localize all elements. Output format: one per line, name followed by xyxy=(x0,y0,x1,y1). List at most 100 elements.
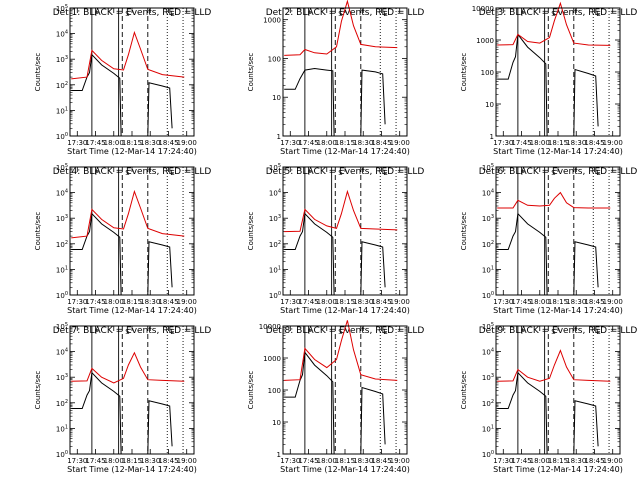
marker-f: F xyxy=(95,328,99,336)
x-tick-label: 18:00 xyxy=(317,139,337,147)
marker-e: E xyxy=(170,169,174,177)
x-tick-label: 18:45 xyxy=(584,457,604,465)
x-tick-label: 18:45 xyxy=(584,298,604,306)
x-tick-label: 17:45 xyxy=(511,139,531,147)
x-tick-label: 18:45 xyxy=(158,298,178,306)
y-tick-label: 105 xyxy=(269,163,281,172)
x-tick-label: 18:45 xyxy=(371,139,391,147)
x-tick-label: 18:30 xyxy=(140,139,160,147)
detector-panel-1: Det 1: BLACK = Events, RED = LLDCounts/s… xyxy=(34,4,211,156)
x-tick-label: 19:00 xyxy=(603,457,623,465)
y-tick-label: 104 xyxy=(482,189,494,198)
x-tick-label: 17:45 xyxy=(511,457,531,465)
x-tick-label: 18:30 xyxy=(566,298,586,306)
y-tick-label: 104 xyxy=(56,189,68,198)
x-axis-label: Start Time (12-Mar-14 17:24:40) xyxy=(67,147,197,156)
y-tick-label: 10000 xyxy=(259,323,281,331)
x-tick-label: 17:30 xyxy=(280,298,300,306)
y-tick-label: 100 xyxy=(56,450,68,459)
x-tick-label: 18:45 xyxy=(584,139,604,147)
x-axis-label: Start Time (12-Mar-14 17:24:40) xyxy=(67,465,197,474)
x-tick-label: 19:00 xyxy=(177,139,197,147)
series-events xyxy=(497,212,599,296)
x-tick-label: 18:15 xyxy=(122,457,142,465)
x-tick-label: 17:45 xyxy=(85,139,105,147)
x-tick-label: 18:45 xyxy=(371,457,391,465)
x-tick-label: 18:45 xyxy=(158,457,178,465)
x-axis-label: Start Time (12-Mar-14 17:24:40) xyxy=(493,147,623,156)
y-tick-label: 105 xyxy=(482,163,494,172)
marker-e: E xyxy=(596,328,600,336)
x-tick-label: 19:00 xyxy=(177,298,197,306)
y-tick-label: 1000 xyxy=(476,37,494,45)
y-tick-label: 100 xyxy=(268,55,281,63)
plot-frame xyxy=(69,7,195,137)
plot-frame xyxy=(69,166,195,296)
y-tick-label: 1 xyxy=(277,451,281,459)
marker-e: E xyxy=(596,10,600,18)
x-axis-label: Start Time (12-Mar-14 17:24:40) xyxy=(280,306,410,315)
marker-f: F xyxy=(308,10,312,18)
y-tick-label: 102 xyxy=(269,240,281,249)
y-tick-label: 103 xyxy=(56,214,68,223)
x-axis-label: Start Time (12-Mar-14 17:24:40) xyxy=(67,306,197,315)
detector-panel-4: Det 4: BLACK = Events, RED = LLDCounts/s… xyxy=(34,163,211,315)
marker-f: F xyxy=(95,10,99,18)
y-tick-label: 102 xyxy=(56,81,68,90)
y-tick-label: 101 xyxy=(56,265,68,274)
x-tick-label: 18:00 xyxy=(104,298,124,306)
series-events xyxy=(284,67,386,137)
y-tick-label: 100 xyxy=(482,291,494,300)
x-tick-label: 19:00 xyxy=(603,139,623,147)
x-tick-label: 18:00 xyxy=(530,298,550,306)
x-tick-label: 17:30 xyxy=(280,139,300,147)
series-lld xyxy=(71,351,185,384)
y-tick-label: 103 xyxy=(482,373,494,382)
y-tick-label: 101 xyxy=(56,106,68,115)
y-tick-label: 104 xyxy=(482,348,494,357)
detector-panel-5: Det 5: BLACK = Events, RED = LLDCounts/s… xyxy=(247,163,424,315)
marker-s: S xyxy=(551,10,556,18)
y-tick-label: 104 xyxy=(56,30,68,39)
y-tick-label: 100 xyxy=(269,291,281,300)
y-tick-label: 102 xyxy=(482,240,494,249)
series-events xyxy=(497,33,599,137)
marker-e: E xyxy=(383,169,387,177)
y-axis-label: Counts/sec xyxy=(460,371,468,410)
x-axis-label: Start Time (12-Mar-14 17:24:40) xyxy=(493,306,623,315)
y-axis-label: Counts/sec xyxy=(247,212,255,251)
y-tick-label: 10000 xyxy=(472,5,494,13)
x-tick-label: 18:30 xyxy=(353,139,373,147)
marker-s: S xyxy=(551,169,556,177)
marker-e: E xyxy=(383,10,387,18)
plot-frame xyxy=(69,325,195,455)
y-axis-label: Counts/sec xyxy=(247,53,255,92)
y-tick-label: 10 xyxy=(272,419,281,427)
y-tick-label: 104 xyxy=(269,189,281,198)
x-tick-label: 19:00 xyxy=(177,457,197,465)
x-tick-label: 19:00 xyxy=(603,298,623,306)
y-tick-label: 100 xyxy=(56,291,68,300)
marker-f: F xyxy=(521,328,525,336)
x-tick-label: 17:30 xyxy=(67,457,87,465)
y-tick-label: 105 xyxy=(56,163,68,172)
marker-e: E xyxy=(383,328,387,336)
marker-f: F xyxy=(521,10,525,18)
marker-s: S xyxy=(338,10,343,18)
x-tick-label: 17:30 xyxy=(493,139,513,147)
x-tick-label: 18:30 xyxy=(353,457,373,465)
plot-frame xyxy=(495,166,621,296)
plot-frame xyxy=(282,166,408,296)
series-lld xyxy=(284,189,398,233)
marker-s: S xyxy=(125,10,130,18)
y-tick-label: 105 xyxy=(482,322,494,331)
series-lld xyxy=(284,320,398,381)
y-tick-label: 102 xyxy=(56,399,68,408)
y-tick-label: 10 xyxy=(485,101,494,109)
y-tick-label: 101 xyxy=(269,265,281,274)
x-tick-label: 17:45 xyxy=(298,139,318,147)
y-tick-label: 100 xyxy=(268,387,281,395)
marker-s: S xyxy=(125,169,130,177)
y-tick-label: 1 xyxy=(490,133,494,141)
series-lld xyxy=(71,30,185,80)
